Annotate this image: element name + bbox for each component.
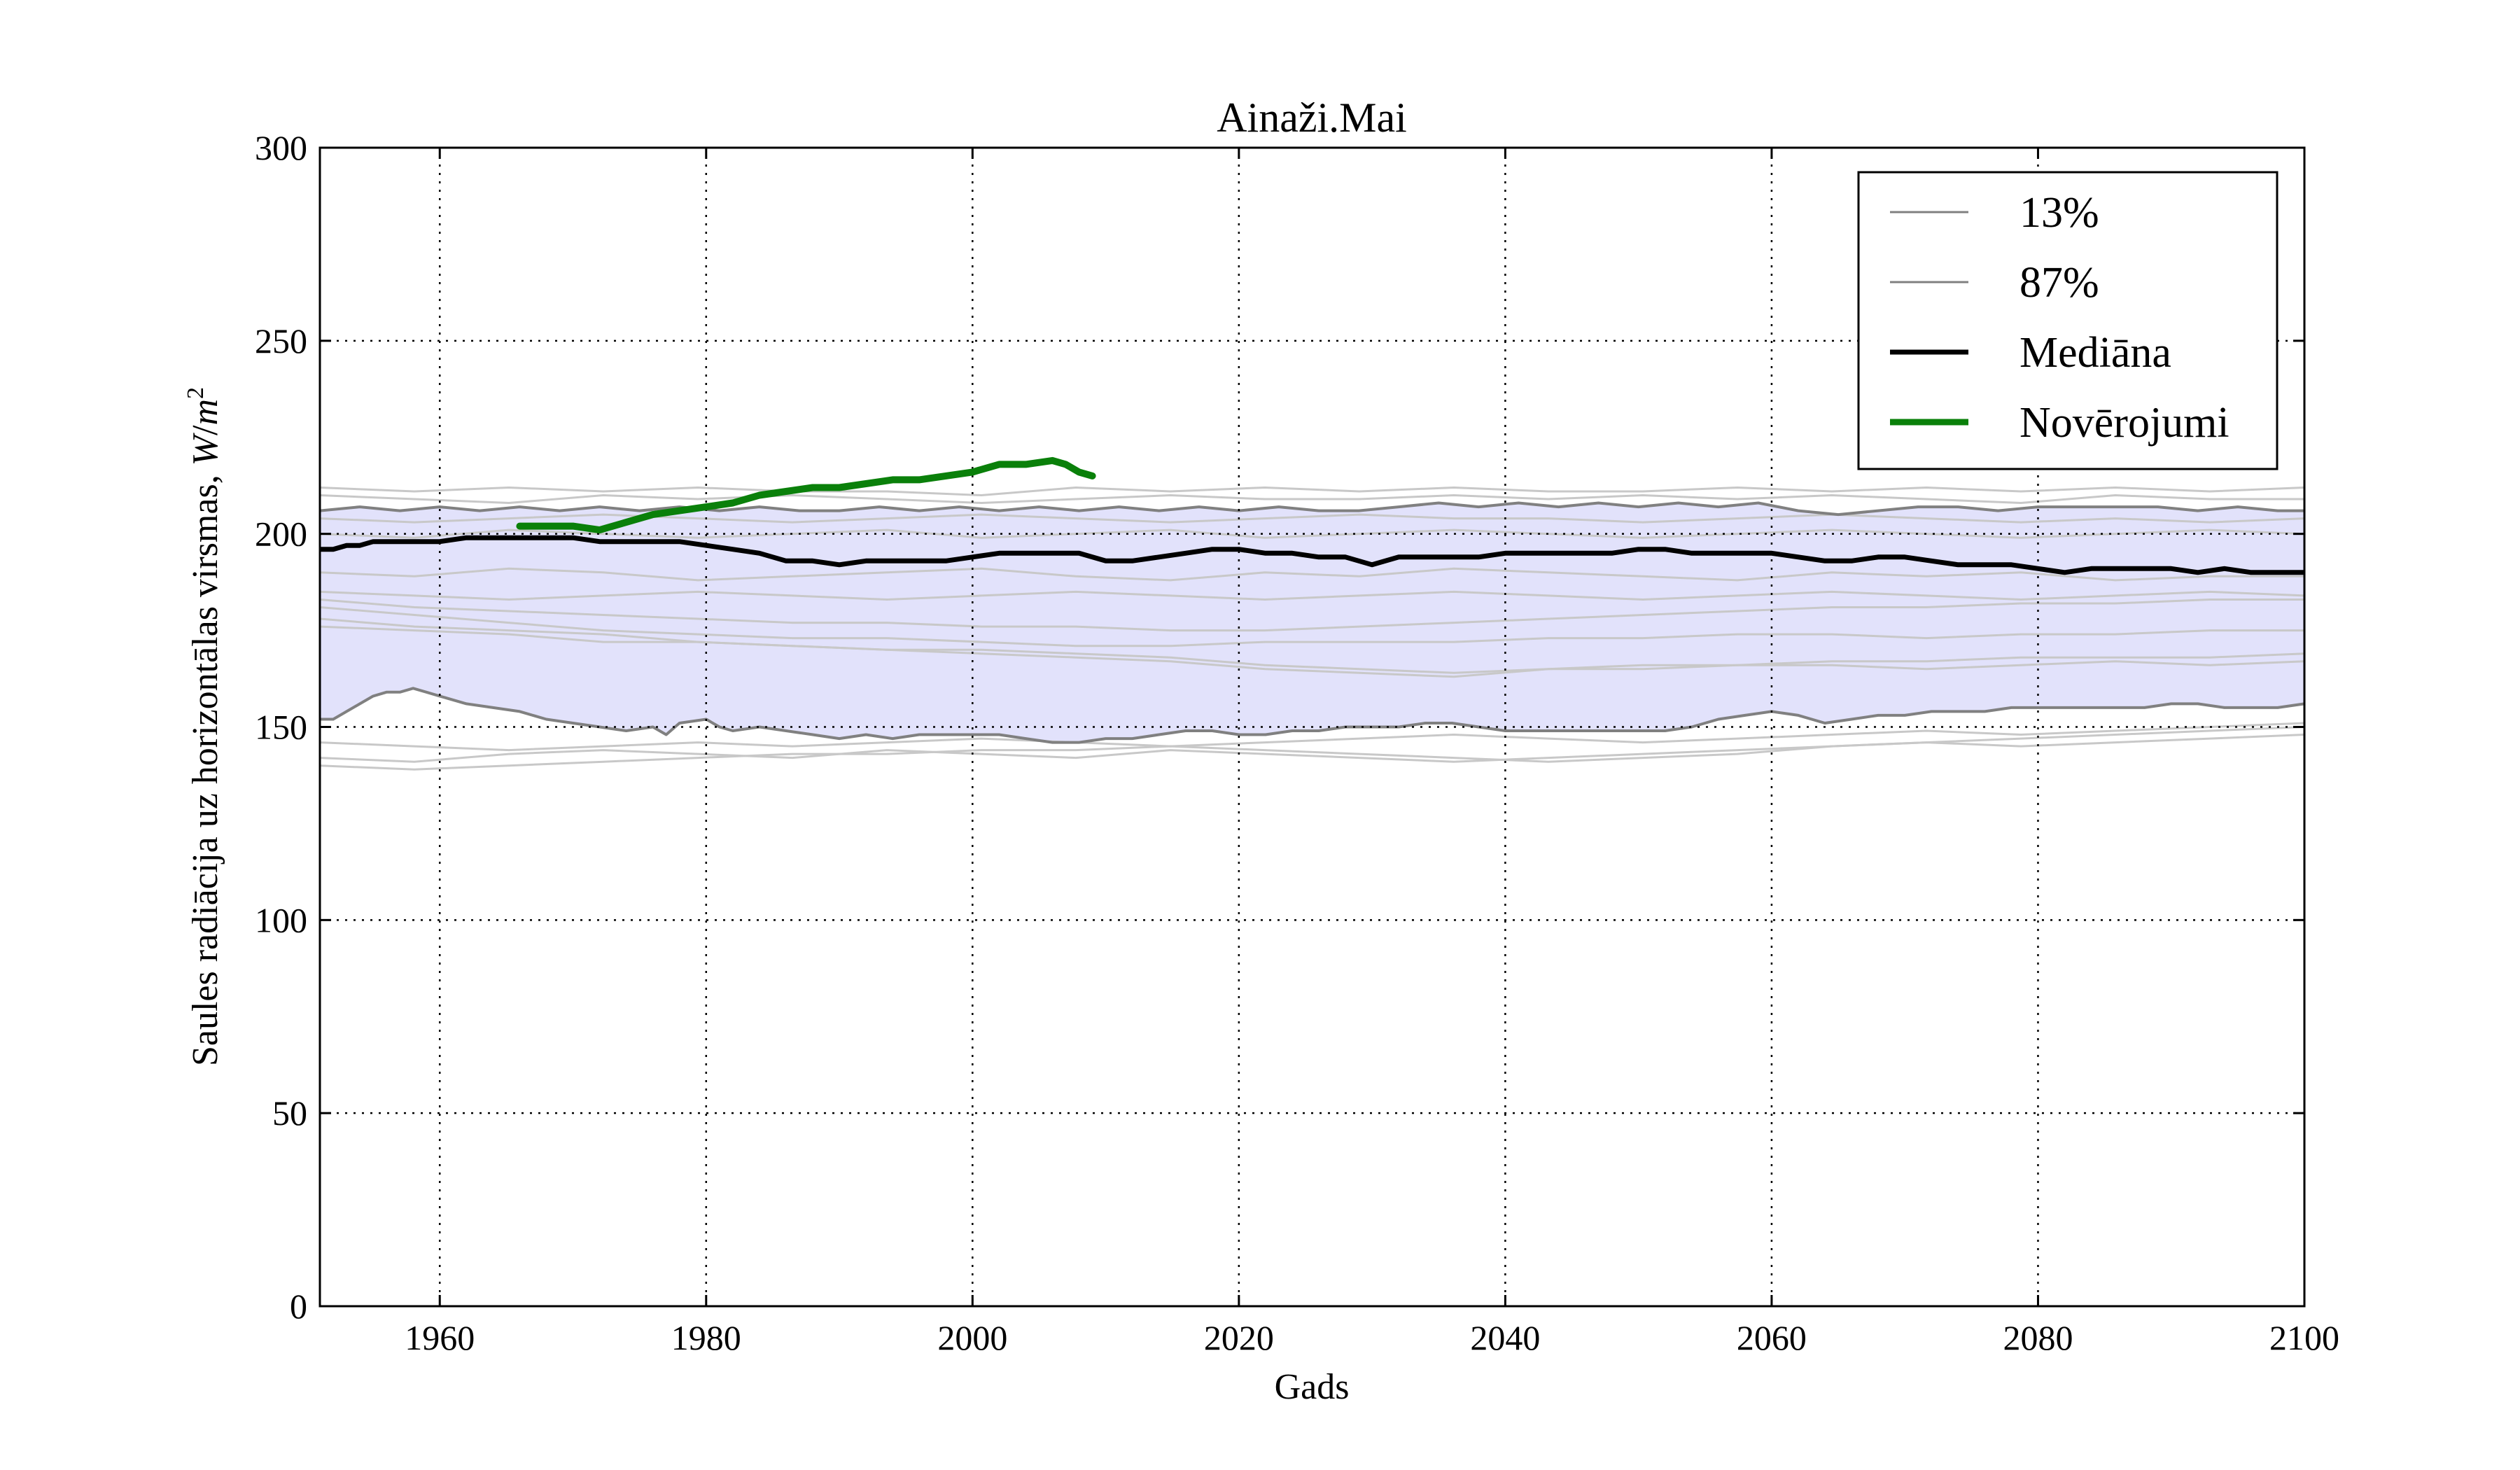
- percentile-13-line: [320, 687, 2305, 744]
- percentile-87-line: [319, 501, 2304, 517]
- ensemble-line-member-13: [319, 722, 2305, 752]
- y-tick-label-0: 0: [290, 1287, 307, 1326]
- x-tick-label-2100: 2100: [2269, 1318, 2339, 1357]
- ensemble-line-member-11: [319, 726, 2305, 763]
- x-axis-title: Gads: [1275, 1367, 1350, 1407]
- ensemble-line-member-5: [319, 567, 2304, 582]
- ensemble-line-member-2: [319, 494, 2304, 504]
- x-tick-label-2080: 2080: [2003, 1318, 2073, 1357]
- y-axis-unit-m: m: [186, 399, 225, 426]
- legend-label-observations: Novērojumi: [2019, 399, 2230, 447]
- median-line: [320, 535, 2304, 575]
- y-tick-label-100: 100: [255, 900, 307, 939]
- chart-title: Ainaži.Mai: [1217, 94, 1407, 141]
- y-tick-label-250: 250: [255, 321, 307, 360]
- y-axis-title: Saules radiācija uz horizontālas virsmas…: [183, 387, 225, 1066]
- x-tick-label-1960: 1960: [405, 1318, 475, 1357]
- ensemble-line-member-6: [319, 590, 2305, 601]
- legend-label-median: Mediāna: [2019, 329, 2171, 377]
- observations-line: [516, 456, 1096, 534]
- x-tick-label-2000: 2000: [937, 1318, 1007, 1357]
- x-tick-label-2020: 2020: [1204, 1318, 1274, 1357]
- ensemble-line-member-4: [319, 528, 2305, 539]
- legend-label-87: 87%: [2019, 259, 2099, 307]
- x-tick-label-1980: 1980: [671, 1318, 741, 1357]
- ensemble-line-member-12: [319, 734, 2305, 771]
- y-tick-label-300: 300: [255, 128, 307, 167]
- y-axis-unit-slash: /: [186, 425, 225, 435]
- y-axis-title-text: Saules radiācija uz horizontālas virsmas…: [186, 465, 225, 1066]
- percentile-band: [320, 503, 2304, 743]
- legend: 13% 87% Mediāna Novērojumi: [1857, 171, 2278, 470]
- legend-label-13: 13%: [2019, 189, 2099, 237]
- x-tick-label-2060: 2060: [1737, 1318, 1807, 1357]
- ensemble-line-member-8: [319, 606, 2304, 648]
- y-axis-unit-w: W: [186, 432, 225, 465]
- ensemble-line-member-7: [319, 598, 2304, 632]
- y-axis-unit-exponent: 2: [183, 387, 209, 399]
- y-tick-label-200: 200: [255, 514, 307, 554]
- ensemble-line-member-1: [319, 486, 2305, 496]
- y-tick-label-50: 50: [272, 1093, 307, 1133]
- y-tick-label-150: 150: [255, 708, 307, 747]
- ensemble-line-member-10: [319, 625, 2305, 678]
- ensemble-line-member-9: [319, 617, 2305, 674]
- x-tick-label-2040: 2040: [1470, 1318, 1540, 1357]
